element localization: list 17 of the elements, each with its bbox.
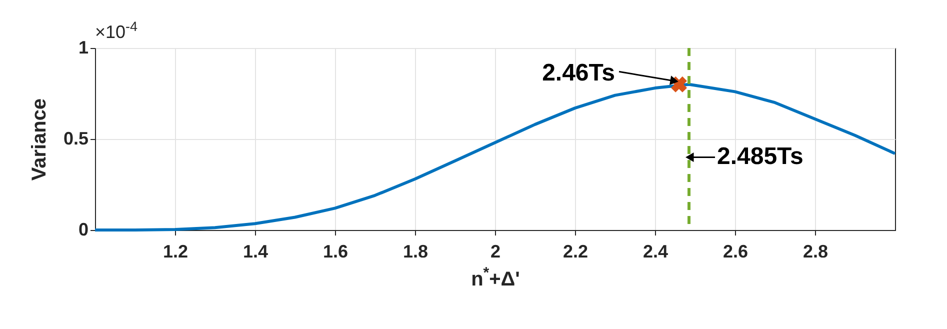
y-tick-label: 0	[78, 220, 88, 240]
x-tick-label: 1.4	[242, 242, 268, 262]
x-tick-label: 2.4	[642, 242, 668, 262]
x-tick-label: 2	[490, 242, 501, 262]
x-tick-label: 1.2	[162, 242, 188, 262]
y-axis-title: Variance	[28, 98, 50, 181]
x-axis-title: n$^{*}$+Δ'	[471, 264, 520, 290]
text: ×10$^{-4}$	[95, 18, 138, 42]
x-tick-label: 2.2	[562, 242, 588, 262]
x-tick-label: 1.8	[402, 242, 428, 262]
y-tick-label: 0.5	[63, 128, 88, 148]
annotation: 2.485Ts	[717, 143, 804, 170]
annotation: 2.46Ts	[542, 59, 615, 86]
x-tick-label: 2.8	[802, 242, 828, 262]
y-tick-label: 1	[78, 38, 88, 58]
x-tick-label: 2.6	[722, 242, 748, 262]
x-tick-label: 1.6	[322, 242, 348, 262]
